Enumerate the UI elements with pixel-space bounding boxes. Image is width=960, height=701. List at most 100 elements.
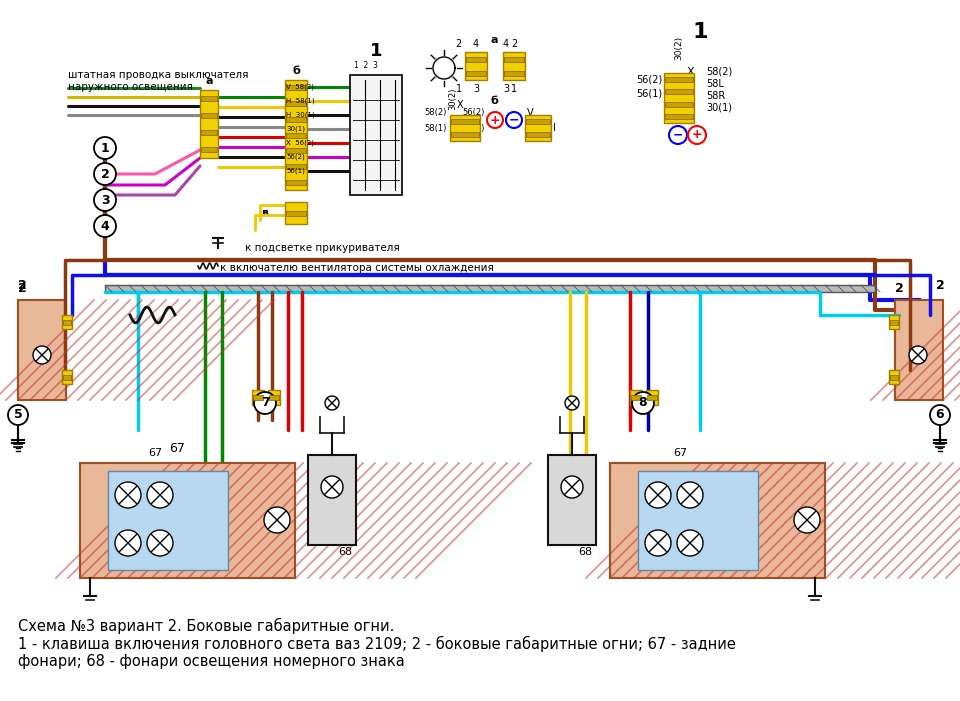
- Text: 56(1): 56(1): [286, 168, 305, 175]
- Circle shape: [115, 530, 141, 556]
- Bar: [286, 164, 306, 169]
- Text: 1: 1: [511, 84, 517, 94]
- Text: +: +: [692, 128, 703, 142]
- Bar: [525, 115, 551, 141]
- Text: б: б: [490, 96, 498, 106]
- Circle shape: [94, 137, 116, 159]
- Text: Схема №3 вариант 2. Боковые габаритные огни.: Схема №3 вариант 2. Боковые габаритные о…: [18, 618, 395, 634]
- Bar: [647, 395, 657, 400]
- Text: 30(2): 30(2): [448, 88, 458, 110]
- Bar: [889, 315, 899, 329]
- Text: 67: 67: [169, 442, 185, 455]
- Text: 1: 1: [692, 22, 708, 42]
- Text: 56(2): 56(2): [286, 154, 304, 161]
- Text: 30(1): 30(1): [286, 125, 305, 132]
- Text: 6: 6: [936, 409, 945, 421]
- Circle shape: [147, 482, 173, 508]
- Bar: [466, 57, 486, 62]
- Circle shape: [94, 189, 116, 211]
- Bar: [665, 102, 693, 107]
- Bar: [504, 71, 524, 76]
- Circle shape: [645, 482, 671, 508]
- Bar: [200, 90, 218, 158]
- Text: 1: 1: [101, 142, 109, 154]
- Text: 2: 2: [511, 39, 517, 49]
- Text: 58R: 58R: [706, 91, 725, 101]
- Circle shape: [264, 507, 290, 533]
- Circle shape: [321, 476, 343, 498]
- Text: 2: 2: [101, 168, 109, 180]
- Circle shape: [8, 405, 28, 425]
- Bar: [285, 202, 307, 224]
- Text: в: в: [261, 208, 269, 218]
- Circle shape: [930, 405, 950, 425]
- Bar: [466, 71, 486, 76]
- Text: 67: 67: [148, 448, 162, 458]
- Circle shape: [33, 346, 51, 364]
- Circle shape: [325, 396, 339, 410]
- Bar: [286, 117, 306, 122]
- Text: 56(1): 56(1): [462, 123, 485, 132]
- Text: 4: 4: [101, 219, 109, 233]
- Circle shape: [645, 530, 671, 556]
- Bar: [62, 315, 72, 329]
- Bar: [201, 96, 217, 101]
- Text: 2: 2: [18, 282, 27, 295]
- Text: 2: 2: [18, 279, 27, 292]
- Text: к включателю вентилятора системы охлаждения: к включателю вентилятора системы охлажде…: [220, 263, 493, 273]
- Bar: [63, 374, 71, 379]
- Circle shape: [688, 126, 706, 144]
- Text: б: б: [292, 66, 300, 76]
- Text: 5: 5: [13, 409, 22, 421]
- Bar: [451, 119, 479, 124]
- Text: I: I: [553, 123, 556, 133]
- Text: −: −: [673, 128, 684, 142]
- Circle shape: [677, 530, 703, 556]
- Text: а: а: [205, 76, 213, 86]
- Bar: [18, 300, 66, 400]
- Text: 3: 3: [101, 193, 109, 207]
- Circle shape: [254, 392, 276, 414]
- Bar: [62, 370, 72, 384]
- Circle shape: [669, 126, 687, 144]
- Bar: [638, 471, 758, 570]
- Text: −: −: [509, 114, 519, 126]
- Circle shape: [115, 482, 141, 508]
- Circle shape: [506, 112, 522, 128]
- Text: 58L: 58L: [706, 79, 724, 89]
- Text: X: X: [457, 100, 464, 110]
- Bar: [548, 455, 596, 545]
- Bar: [526, 119, 550, 124]
- Text: 58(2): 58(2): [706, 67, 732, 77]
- Text: фонари; 68 - фонари освещения номерного знака: фонари; 68 - фонари освещения номерного …: [18, 654, 405, 669]
- Text: X: X: [686, 67, 694, 77]
- Bar: [63, 320, 71, 325]
- Bar: [889, 370, 899, 384]
- Text: 1  2  3: 1 2 3: [354, 61, 378, 70]
- Text: 3: 3: [473, 84, 479, 94]
- Bar: [269, 395, 279, 400]
- Text: 2: 2: [895, 282, 903, 295]
- Text: 68: 68: [338, 547, 352, 557]
- Text: +: +: [490, 114, 500, 126]
- Bar: [503, 52, 525, 80]
- Text: H  58(1): H 58(1): [286, 97, 315, 104]
- Text: 68: 68: [578, 547, 592, 557]
- Circle shape: [565, 396, 579, 410]
- Text: 1: 1: [456, 84, 462, 94]
- Text: 3: 3: [503, 84, 509, 94]
- Text: H: H: [527, 123, 535, 133]
- Text: 30(1): 30(1): [706, 103, 732, 113]
- Bar: [108, 471, 228, 570]
- Bar: [80, 463, 295, 578]
- Text: 56(1): 56(1): [636, 89, 662, 99]
- Text: штатная проводка выключателя
наружного освещения: штатная проводка выключателя наружного о…: [68, 70, 249, 92]
- Bar: [252, 390, 264, 405]
- Text: 1 - клавиша включения головного света ваз 2109; 2 - боковые габаритные огни; 67 : 1 - клавиша включения головного света ва…: [18, 636, 736, 652]
- Text: 4: 4: [503, 39, 509, 49]
- Text: 67: 67: [673, 448, 687, 458]
- Bar: [630, 390, 642, 405]
- Bar: [286, 179, 306, 184]
- Text: 56(2): 56(2): [636, 75, 662, 85]
- Circle shape: [677, 482, 703, 508]
